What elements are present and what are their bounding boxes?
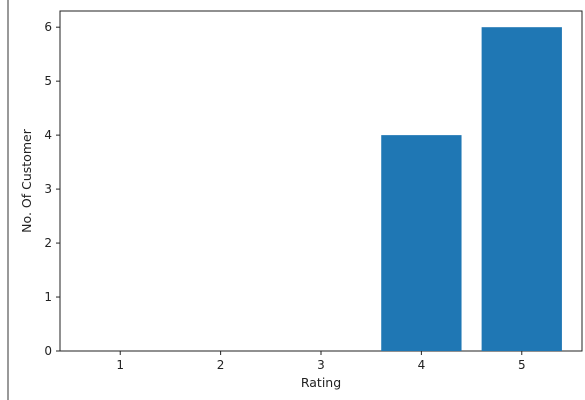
x-axis-ticks: 1 2 3 4 5	[116, 351, 526, 372]
y-tick-label: 6	[44, 20, 52, 34]
y-tick-label: 2	[44, 236, 52, 250]
x-tick-label: 4	[418, 358, 426, 372]
x-tick-label: 5	[518, 358, 526, 372]
bars	[381, 27, 562, 351]
x-tick-label: 1	[116, 358, 124, 372]
bar-rating-5	[481, 27, 562, 351]
x-tick-label: 2	[217, 358, 225, 372]
y-axis-label: No. Of Customer	[19, 128, 34, 233]
x-axis-label: Rating	[301, 375, 341, 390]
y-tick-label: 1	[44, 290, 52, 304]
x-tick-label: 3	[317, 358, 325, 372]
y-tick-label: 3	[44, 182, 52, 196]
y-tick-label: 0	[44, 344, 52, 358]
bar-rating-4	[381, 135, 462, 351]
y-tick-label: 4	[44, 128, 52, 142]
y-tick-label: 5	[44, 74, 52, 88]
y-axis-ticks: 0 1 2 3 4 5 6	[44, 20, 60, 358]
